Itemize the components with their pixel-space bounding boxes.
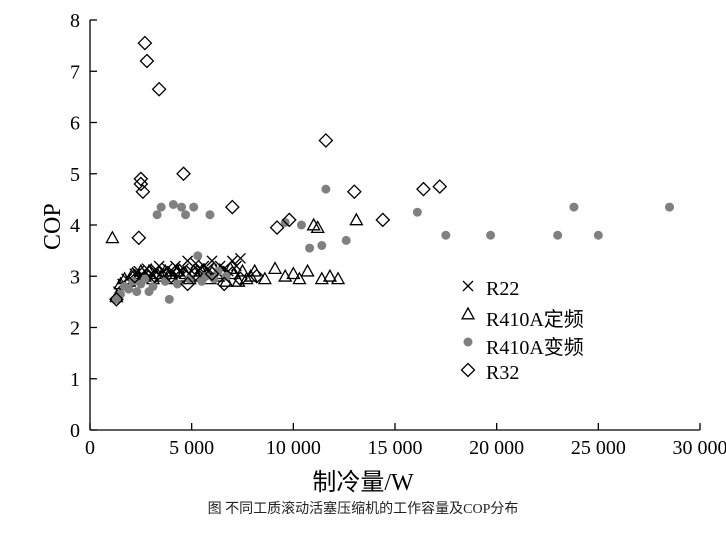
point-R410A_var — [342, 236, 351, 245]
legend-marker-R22 — [450, 274, 486, 304]
point-R410A_var — [665, 203, 674, 212]
figure-caption: 图 不同工质滚动活塞压缩机的工作容量及COP分布 — [0, 498, 726, 518]
legend: R22R410A定频R410A变频R32 — [450, 275, 584, 387]
y-axis-label: COP — [40, 203, 67, 250]
point-R32 — [140, 55, 153, 68]
point-R410A_var — [189, 203, 198, 212]
legend-label: R410A定频 — [486, 303, 584, 332]
legend-sym-R410A_var — [464, 338, 473, 347]
point-R410A_var — [149, 282, 158, 291]
point-R410A_var — [157, 203, 166, 212]
x-tick-label: 15 000 — [368, 437, 423, 459]
point-R410A_var — [305, 244, 314, 253]
legend-entry-R22: R22 — [450, 275, 584, 303]
point-R410A_var — [161, 277, 170, 286]
point-R32 — [226, 201, 239, 214]
point-R410A_var — [165, 295, 174, 304]
x-tick-label: 20 000 — [469, 437, 524, 459]
legend-entry-R410A_fixed: R410A定频 — [450, 303, 584, 331]
point-R410A_var — [413, 208, 422, 217]
point-R410A_var — [193, 251, 202, 260]
point-R32 — [433, 180, 446, 193]
point-R410A_var — [317, 241, 326, 250]
y-tick-label: 0 — [70, 420, 80, 442]
x-tick-label: 0 — [85, 437, 95, 459]
y-tick-label: 5 — [70, 164, 80, 186]
legend-sym-R32 — [462, 364, 475, 377]
x-tick-label: 25 000 — [571, 437, 626, 459]
figure-container: 0 5 000 10 000 15 000 20 000 25 000 30 000 0 1 2 3… — [0, 0, 726, 535]
point-R410A_var — [153, 210, 162, 219]
point-R32 — [177, 167, 190, 180]
y-tick-label: 4 — [70, 215, 80, 237]
point-R410A_var — [553, 231, 562, 240]
y-tick-label: 3 — [70, 266, 80, 288]
legend-sym-R22 — [463, 281, 473, 291]
point-R410A_var — [594, 231, 603, 240]
point-R410A_var — [321, 185, 330, 194]
point-R410A_var — [140, 274, 149, 283]
legend-marker-R32 — [450, 358, 486, 388]
point-R32 — [348, 185, 361, 198]
point-R410A_var — [181, 210, 190, 219]
y-tick-label: 7 — [70, 61, 80, 83]
y-tick-label: 1 — [70, 369, 80, 391]
point-R410A_fixed — [302, 265, 314, 276]
legend-sym-R410A_fixed — [462, 308, 474, 319]
y-tick-label: 2 — [70, 318, 80, 340]
legend-entry-R410A_var: R410A变频 — [450, 331, 584, 359]
x-tick-label: 10 000 — [266, 437, 321, 459]
point-R32 — [132, 231, 145, 244]
point-R32 — [153, 83, 166, 96]
legend-entry-R32: R32 — [450, 359, 584, 387]
point-R32 — [319, 134, 332, 147]
point-R410A_var — [297, 221, 306, 230]
point-R410A_var — [177, 203, 186, 212]
legend-marker-R410A_var — [450, 330, 486, 360]
x-axis-label: 制冷量/W — [0, 462, 726, 497]
point-R32 — [376, 213, 389, 226]
point-R410A_var — [569, 203, 578, 212]
x-tick-label: 5 000 — [169, 437, 214, 459]
scatter-chart: 0 5 000 10 000 15 000 20 000 25 000 30 000 0 1 2 3… — [0, 0, 726, 535]
point-R410A_var — [124, 285, 133, 294]
point-R410A_fixed — [269, 263, 281, 274]
y-tick-label: 8 — [70, 10, 80, 32]
legend-marker-R410A_fixed — [450, 302, 486, 332]
legend-label: R32 — [486, 362, 519, 385]
point-R32 — [134, 172, 147, 185]
point-R410A_var — [205, 210, 214, 219]
point-R32 — [138, 37, 151, 50]
point-R32 — [417, 183, 430, 196]
point-R410A_var — [441, 231, 450, 240]
legend-label: R410A变频 — [486, 331, 584, 360]
x-tick-label: 30 000 — [673, 437, 726, 459]
point-R410A_var — [486, 231, 495, 240]
point-R410A_fixed — [106, 232, 118, 243]
point-R410A_var — [132, 287, 141, 296]
point-R410A_fixed — [350, 214, 362, 225]
legend-label: R22 — [486, 278, 519, 301]
y-tick-label: 6 — [70, 113, 80, 135]
point-R410A_var — [169, 200, 178, 209]
